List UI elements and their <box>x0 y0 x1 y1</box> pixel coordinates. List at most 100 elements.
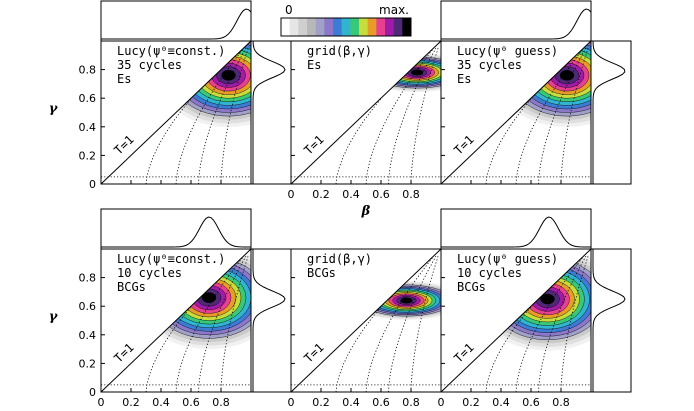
dotted-curve <box>410 256 439 393</box>
gamma-marginal-top-right <box>590 40 632 185</box>
beta-marginal-bottom-left <box>100 208 252 250</box>
panel-title-line: BCGs <box>457 280 486 294</box>
density-level <box>400 297 413 304</box>
x-tick-label: 0.6 <box>372 396 390 409</box>
x-tick-label: 0.8 <box>402 188 420 201</box>
dotted-curve <box>515 47 585 185</box>
x-tick-label: 0 <box>98 396 105 409</box>
marginal-curve <box>441 8 592 40</box>
colorbar-swatch <box>315 18 325 36</box>
y-tick-label: 0.4 <box>79 121 97 134</box>
y-tick-label: 0.6 <box>79 300 97 313</box>
colorbar-swatch <box>367 18 377 36</box>
gamma-marginal-bottom-right <box>590 248 632 393</box>
colorbar-swatch <box>307 18 316 36</box>
x-tick-label: 0.8 <box>552 396 570 409</box>
diagonal-line <box>290 40 442 185</box>
x-tick-label: 0.2 <box>122 396 140 409</box>
x-tick-label: 0.8 <box>212 396 230 409</box>
x-tick-label: 0.6 <box>372 188 390 201</box>
dotted-curve <box>388 47 437 185</box>
density-level <box>221 70 236 81</box>
marginal-curve <box>101 8 252 40</box>
diagonal-line <box>440 248 592 393</box>
marginal-frame <box>250 248 292 393</box>
y-tick-label: 0.4 <box>79 329 97 342</box>
panel-title-line: 35 cycles <box>457 58 522 72</box>
panel-title-line: grid(β,γ) <box>307 252 372 266</box>
dotted-curve <box>220 48 249 185</box>
dotted-curve <box>538 47 587 185</box>
y-axis-label: γ <box>49 102 59 117</box>
beta-marginal-bottom-right <box>440 208 592 250</box>
panel-title-line: Lucy(ψ⁰≡const.) <box>117 252 225 266</box>
colorbar-swatch <box>341 18 351 36</box>
dotted-curve <box>175 255 245 393</box>
x-tick-label: 0 <box>438 396 445 409</box>
panel-title-line: Es <box>457 72 471 86</box>
panel-title-line: Lucy(ψ⁰ guess) <box>457 252 558 266</box>
panel-title-line: Lucy(ψ⁰≡const.) <box>117 44 225 58</box>
density-level <box>540 293 555 305</box>
panel-title-line: 35 cycles <box>117 58 182 72</box>
dotted-curve <box>388 255 437 393</box>
marginal-frame <box>590 40 632 185</box>
x-axis-label: β <box>361 204 371 219</box>
colorbar-swatch <box>298 18 308 36</box>
y-tick-label: 0 <box>89 178 96 191</box>
marginal-curve <box>252 249 286 392</box>
colorbar-swatch <box>385 18 394 36</box>
colorbar-swatch <box>393 18 403 36</box>
x-tick-label: 0.2 <box>312 188 330 201</box>
dotted-curve <box>145 97 192 185</box>
dotted-curve <box>515 255 585 393</box>
marginal-frame <box>100 0 252 42</box>
diagonal-line <box>100 40 252 185</box>
density-level <box>559 70 575 81</box>
diagonal-line <box>100 248 252 393</box>
x-tick-label: 0.4 <box>342 396 360 409</box>
dotted-curve <box>538 255 587 393</box>
y-tick-label: 0.2 <box>79 357 97 370</box>
marginal-curve <box>592 40 626 184</box>
x-tick-label: 0 <box>288 396 295 409</box>
panel-title-line: grid(β,γ) <box>307 44 372 58</box>
colorbar-swatch <box>350 18 360 36</box>
colorbar-swatch <box>324 18 334 36</box>
gamma-marginal-bottom-left <box>250 248 292 393</box>
marginal-curve <box>252 40 286 184</box>
dotted-curves <box>485 47 589 185</box>
x-tick-label: 0.4 <box>152 396 170 409</box>
y-tick-label: 0.8 <box>79 64 97 77</box>
dotted-curve <box>485 97 532 185</box>
x-tick-label: 0.2 <box>312 396 330 409</box>
colorbar: 0 max. <box>280 3 412 37</box>
dotted-curve <box>335 305 382 393</box>
colorbar-swatch <box>289 18 299 36</box>
panel-title-line: Es <box>307 58 321 72</box>
marginal-frame <box>250 40 292 185</box>
colorbar-swatch <box>376 18 386 36</box>
density-level <box>410 69 424 76</box>
dotted-curve <box>560 48 589 185</box>
dotted-curve <box>365 47 435 185</box>
diagonal-line <box>440 40 592 185</box>
diagonal-line <box>290 248 442 393</box>
x-tick-label: 0.6 <box>522 396 540 409</box>
dotted-curve <box>410 48 439 185</box>
dotted-curve <box>198 47 247 185</box>
y-tick-label: 0.6 <box>79 92 97 105</box>
panel-title-line: BCGs <box>307 266 336 280</box>
panel-title-line: 10 cycles <box>457 266 522 280</box>
colorbar-swatch <box>359 18 368 36</box>
y-axis-label: γ <box>49 310 59 325</box>
colorbar-swatch <box>333 18 342 36</box>
y-tick-label: 0.8 <box>79 272 97 285</box>
marginal-frame <box>440 0 592 42</box>
y-tick-label: 0 <box>89 386 96 399</box>
colorbar-swatch <box>281 18 290 36</box>
dotted-curve <box>485 305 532 393</box>
